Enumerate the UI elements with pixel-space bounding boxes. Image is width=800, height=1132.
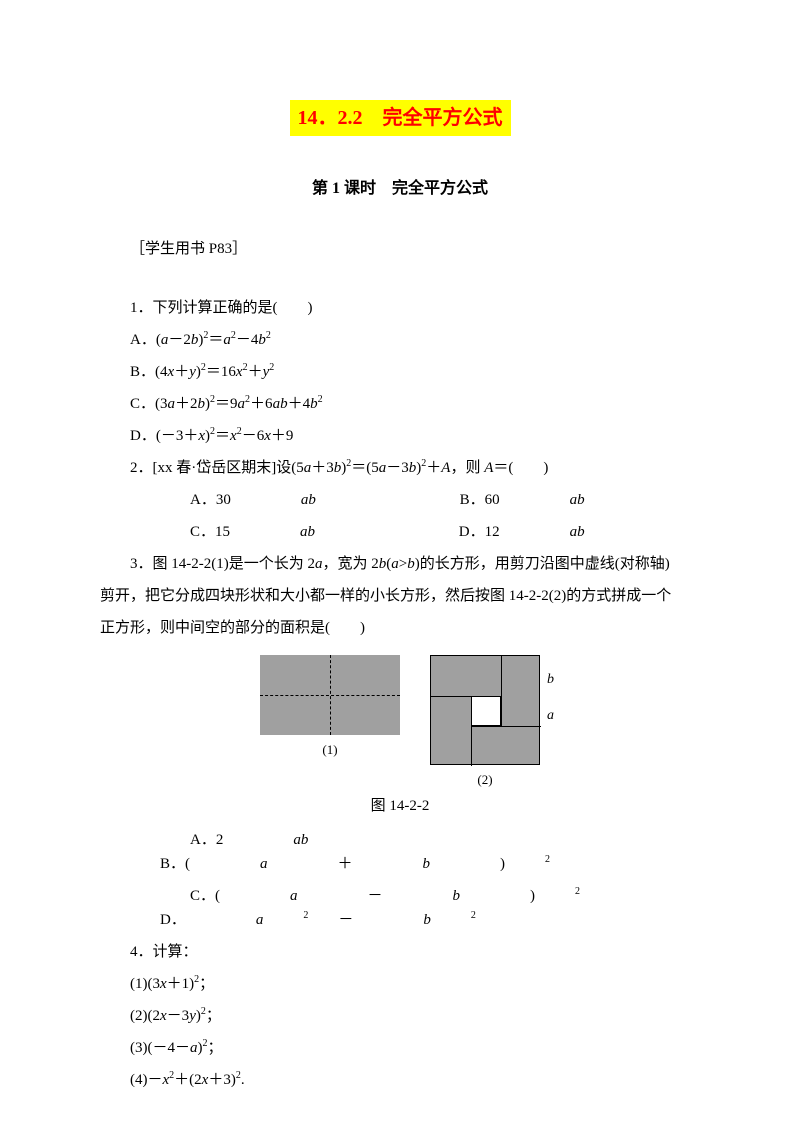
q4-sub3: (3)(－4－a)2； xyxy=(100,1036,700,1060)
reference-text: ［学生用书 P83］ xyxy=(130,241,247,257)
q1-opt-d: D．(－3＋x)2＝x2－6x＋9 xyxy=(100,424,700,448)
book-reference: ［学生用书 P83］ xyxy=(100,237,700,261)
q4-sub1: (1)(3x＋1)2； xyxy=(100,972,700,996)
q2-opts-row1: A．30ab B．60ab xyxy=(100,488,700,512)
figure-1-rectangle xyxy=(260,655,400,735)
figure-1-container: (1) xyxy=(260,655,400,761)
q3-stem-line3: 正方形，则中间空的部分的面积是( ) xyxy=(100,616,700,640)
figure-2-label-b: b xyxy=(547,669,554,691)
q4-sub2: (2)(2x－3y)2； xyxy=(100,1004,700,1028)
q1-opt-b: B．(4x＋y)2＝16x2＋y2 xyxy=(100,360,700,384)
figures-container: (1) b a (2) xyxy=(260,655,540,791)
figure-2-outer: b a xyxy=(430,655,540,765)
q2-opt-a: A．30ab xyxy=(130,488,356,512)
subtitle: 第 1 课时 完全平方公式 xyxy=(100,176,700,202)
figure-wrap: (1) b a (2) 图 14-2-2 xyxy=(100,655,700,819)
q3-stem-line1: 3．图 14-2-2(1)是一个长为 2a，宽为 2b(a>b)的长方形，用剪刀… xyxy=(100,552,700,576)
figure-2-line xyxy=(501,656,502,726)
q3-opt-d: D．a2－b2 xyxy=(100,908,476,932)
q1-opt-a: A．(a－2b)2＝a2－4b2 xyxy=(100,328,700,352)
figure-2-center-hole xyxy=(471,696,501,726)
q2-stem: 2．[xx 春·岱岳区期末]设(5a＋3b)2＝(5a－3b)2＋A，则 A＝(… xyxy=(100,456,700,480)
title-wrap: 14．2.2 完全平方公式 xyxy=(100,100,700,136)
figure-2-label: (2) xyxy=(477,770,492,791)
q2-opt-d: D．12ab xyxy=(399,520,625,544)
figure-1-label: (1) xyxy=(322,740,337,761)
figure-2-square xyxy=(430,655,540,765)
q3-opt-c: C．(a－b)2 xyxy=(130,884,580,908)
q2-opts-row2: C．15ab D．12ab xyxy=(100,520,700,544)
q3-opts-row1: A．2ab B．(a＋b)2 xyxy=(100,828,700,876)
q4-stem: 4．计算： xyxy=(100,940,700,964)
q3-opt-b: B．(a＋b)2 xyxy=(100,852,550,876)
q1-stem: 1．下列计算正确的是( ) xyxy=(100,296,700,320)
figure-caption: 图 14-2-2 xyxy=(100,794,700,818)
q3-stem-line2: 剪开，把它分成四块形状和大小都一样的小长方形，然后按图 14-2-2(2)的方式… xyxy=(100,584,700,608)
q3-opt-a: A．2ab xyxy=(130,828,348,852)
q2-opt-c: C．15ab xyxy=(130,520,355,544)
figure-2-container: b a (2) xyxy=(430,655,540,791)
q3-opts-row2: C．(a－b)2 D．a2－b2 xyxy=(100,884,700,932)
q1-opt-c: C．(3a＋2b)2＝9a2＋6ab＋4b2 xyxy=(100,392,700,416)
q2-opt-b: B．60ab xyxy=(400,488,625,512)
figure-2-label-a: a xyxy=(547,705,554,727)
q4-sub4: (4)－x2＋(2x＋3)2. xyxy=(100,1068,700,1092)
main-title: 14．2.2 完全平方公式 xyxy=(290,100,511,136)
figure-2-line xyxy=(471,726,541,727)
